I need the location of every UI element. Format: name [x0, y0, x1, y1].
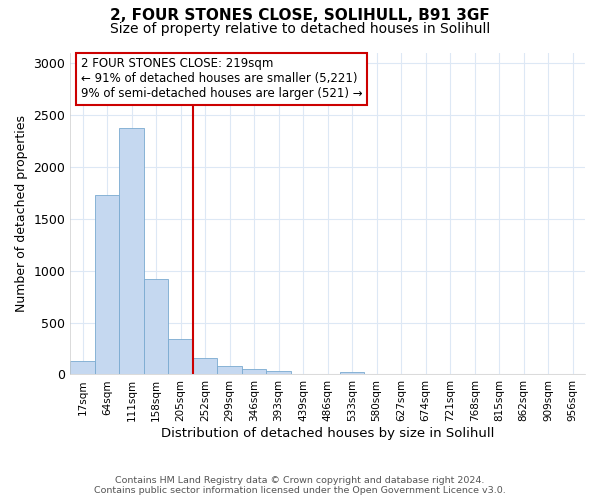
- Bar: [119, 128, 144, 374]
- Bar: [193, 358, 217, 374]
- Text: 2 FOUR STONES CLOSE: 219sqm
← 91% of detached houses are smaller (5,221)
9% of s: 2 FOUR STONES CLOSE: 219sqm ← 91% of det…: [80, 58, 362, 100]
- Bar: [266, 371, 291, 374]
- Bar: [169, 338, 193, 374]
- Text: Contains HM Land Registry data © Crown copyright and database right 2024.
Contai: Contains HM Land Registry data © Crown c…: [94, 476, 506, 495]
- Text: 2, FOUR STONES CLOSE, SOLIHULL, B91 3GF: 2, FOUR STONES CLOSE, SOLIHULL, B91 3GF: [110, 8, 490, 22]
- Bar: [95, 195, 119, 374]
- Bar: [340, 372, 364, 374]
- Bar: [70, 361, 95, 374]
- Bar: [217, 366, 242, 374]
- Bar: [242, 370, 266, 374]
- Bar: [144, 279, 169, 374]
- X-axis label: Distribution of detached houses by size in Solihull: Distribution of detached houses by size …: [161, 427, 494, 440]
- Text: Size of property relative to detached houses in Solihull: Size of property relative to detached ho…: [110, 22, 490, 36]
- Y-axis label: Number of detached properties: Number of detached properties: [15, 115, 28, 312]
